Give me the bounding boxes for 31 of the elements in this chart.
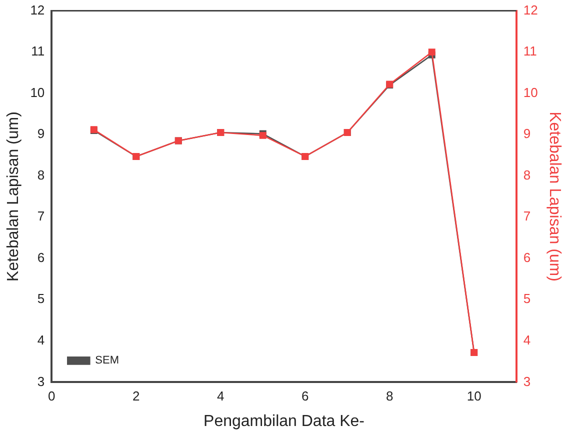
y2-tick-label: 12: [523, 2, 538, 18]
y2-tick-label: 5: [523, 291, 531, 306]
y-tick-label: 10: [30, 84, 45, 100]
point: [428, 48, 436, 56]
y-tick-label: 7: [37, 208, 45, 224]
y2-axis-title: Ketebalan Lapisan (um): [546, 112, 563, 282]
y-tick-label: 11: [31, 44, 45, 59]
y-tick-label: 6: [37, 250, 45, 265]
y2-tick-label: 4: [523, 332, 531, 348]
y2-tick-label: 11: [523, 44, 537, 59]
y-tick-label: 4: [37, 332, 45, 348]
x-tick-label: 6: [302, 388, 309, 404]
x-tick-label: 2: [132, 388, 140, 404]
y2-tick-label: 10: [523, 84, 538, 100]
y2-tick-label: 9: [523, 126, 531, 142]
x-tick-label: 4: [217, 388, 224, 404]
x-tick-label: 8: [386, 388, 394, 404]
legend-label: SEM: [95, 354, 120, 367]
y2-tick-label: 6: [523, 250, 531, 265]
y-tick-label: 5: [37, 291, 45, 306]
y2-tick-label: 7: [523, 208, 531, 224]
y-axis-title: Ketebalan Lapisan (um): [5, 112, 22, 282]
y2-tick-label: 8: [523, 167, 531, 182]
x-tick-label: 0: [48, 388, 56, 404]
y-tick-label: 9: [37, 126, 45, 142]
y-tick-label: 3: [37, 374, 45, 389]
y-tick-label: 8: [37, 167, 45, 182]
x-axis-title: Pengambilan Data Ke-: [204, 412, 364, 430]
x-tick-label: 10: [466, 388, 482, 404]
y2-tick-label: 3: [523, 374, 531, 389]
y-tick-label: 12: [30, 2, 45, 18]
